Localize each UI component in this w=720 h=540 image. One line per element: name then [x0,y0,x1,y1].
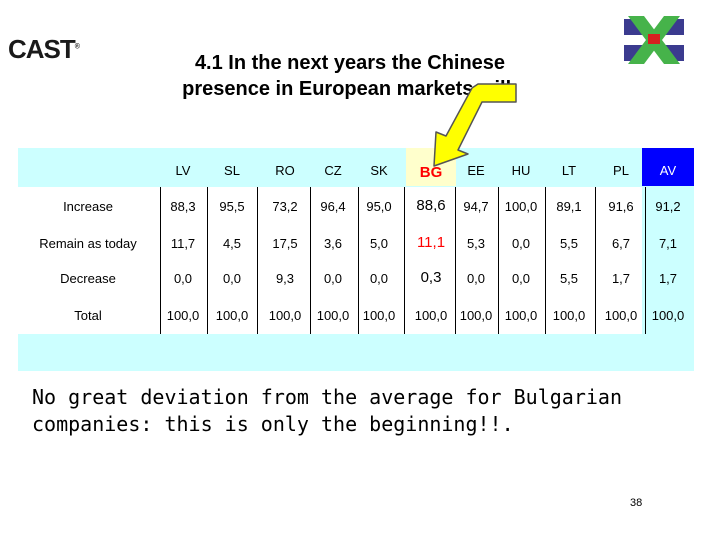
table-cell: 100,0 [362,308,396,323]
row-label: Decrease [60,271,116,286]
table-cell: 5,5 [559,236,579,251]
table-cell: 88,6 [416,197,446,214]
partner-logo-icon [622,16,686,64]
column-header-hu: HU [511,163,531,178]
table-cell: 91,6 [608,199,634,214]
table-cell: 0,0 [222,271,242,286]
table-cell: 100,0 [552,308,586,323]
column-header-ro: RO [275,163,295,178]
column-header-lv: LV [175,163,191,178]
table-cell: 100,0 [604,308,638,323]
column-header-ee: EE [467,163,485,178]
table-cell: 100,0 [316,308,350,323]
table-cell: 17,5 [272,236,298,251]
column-header-sk: SK [370,163,388,178]
table-column-divider [645,187,646,334]
table-cell: 100,0 [504,308,538,323]
cast-logo: CAST® [8,34,80,64]
table-cell: 5,3 [466,236,486,251]
table-cell: 0,0 [466,271,486,286]
note-line-2: companies: this is only the beginning!!. [32,412,514,436]
table-cell: 7,1 [658,236,678,251]
table-header-band [18,148,694,187]
title-line-2: presence in European markets will: [182,78,518,100]
table-cell: 3,6 [323,236,343,251]
row-label: Total [74,308,102,323]
column-header-lt: LT [561,163,577,178]
row-label: Remain as today [39,236,137,251]
av-column-band [642,148,694,334]
table-cell: 95,0 [366,199,392,214]
table-column-divider [257,187,258,334]
table-cell: 0,3 [420,269,442,286]
table-cell: 96,4 [320,199,346,214]
table-column-divider [455,187,456,334]
table-column-divider [358,187,359,334]
table-cell: 100,0 [166,308,200,323]
table-column-divider [404,187,405,334]
page-number: 38 [630,497,643,509]
table-cell: 4,5 [222,236,242,251]
av-header-cell [642,148,694,186]
column-header-cz: CZ [324,163,342,178]
table-column-divider [498,187,499,334]
table-cell: 100,0 [268,308,302,323]
table-cell: 89,1 [556,199,582,214]
note-line-1: No great deviation from the average for … [32,385,623,409]
table-cell: 5,0 [369,236,389,251]
table-cell: 11,7 [170,236,196,251]
table-cell: 100,0 [459,308,493,323]
arrow-pointer-icon [433,83,517,167]
table-cell: 1,7 [611,271,631,286]
table-cell: 0,0 [323,271,343,286]
column-header-pl: PL [613,163,629,178]
table-cell: 100,0 [414,308,448,323]
column-header-av: AV [659,163,677,178]
table-cell: 0,0 [173,271,193,286]
table-cell: 6,7 [611,236,631,251]
table-cell: 0,0 [511,271,531,286]
row-label: Increase [63,199,113,214]
table-cell: 73,2 [272,199,298,214]
table-cell: 9,3 [275,271,295,286]
table-cell: 100,0 [504,199,538,214]
table-column-divider [595,187,596,334]
table-column-divider [310,187,311,334]
table-column-divider [160,187,161,334]
table-column-divider [545,187,546,334]
column-header-bg: BG [419,164,443,181]
table-column-divider [207,187,208,334]
table-cell: 91,2 [655,199,681,214]
table-cell: 0,0 [369,271,389,286]
table-cell: 1,7 [658,271,678,286]
table-footer-band [18,334,694,371]
table-cell: 95,5 [219,199,245,214]
table-cell: 88,3 [170,199,196,214]
conclusion-note: No great deviation from the average for … [32,384,672,438]
title-line-1: 4.1 In the next years the Chinese [194,52,506,74]
table-cell: 11,1 [416,234,446,251]
table-cell: 100,0 [215,308,249,323]
table-cell: 100,0 [651,308,685,323]
table-cell: 0,0 [511,236,531,251]
column-header-sl: SL [224,163,240,178]
slide-title: 4.1 In the next years the Chinese presen… [140,50,560,102]
table-cell: 94,7 [463,199,489,214]
table-cell: 5,5 [559,271,579,286]
